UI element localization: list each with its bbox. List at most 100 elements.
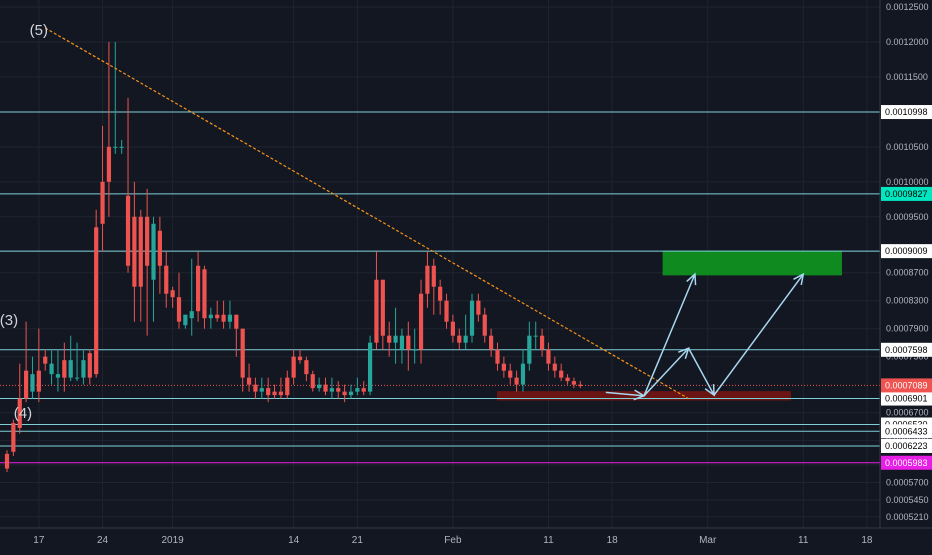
level-price-label: 0.0006433: [885, 426, 928, 436]
x-tick-label: 18: [861, 535, 873, 546]
candle-body: [539, 335, 545, 350]
candle-body: [36, 370, 41, 392]
candle-body: [469, 300, 475, 336]
candle-body: [348, 391, 354, 396]
candle-body: [565, 377, 570, 382]
candle-body: [450, 321, 455, 336]
candle-body: [457, 335, 462, 343]
candle-body: [482, 314, 487, 336]
candle-body: [342, 391, 347, 396]
x-axis-ticks[interactable]: 17 24 2019 14 21 Feb 11 18 Mar 11 18: [33, 535, 873, 546]
candle-body: [336, 388, 341, 392]
candle-body: [412, 349, 417, 351]
x-tick-label: 17: [33, 535, 45, 546]
x-tick-label: Feb: [444, 535, 462, 546]
level-price-label: 0.0007598: [885, 345, 928, 355]
projection-arrowhead: [678, 347, 690, 359]
y-tick-label: 0.0005700: [886, 478, 929, 488]
candle-body: [361, 388, 366, 392]
y-tick-label: 0.0012500: [886, 2, 929, 12]
candle-body: [418, 293, 424, 350]
y-tick-label: 0.0012000: [886, 37, 929, 47]
candle-body: [100, 181, 105, 224]
projection-segment: [605, 391, 645, 397]
candle-body: [68, 360, 73, 378]
candle-body: [55, 374, 61, 378]
x-tick-label: 11: [543, 535, 554, 546]
y-tick-label: 0.0008700: [886, 268, 929, 278]
projection-segment: [687, 347, 715, 396]
projection-arrowhead: [704, 384, 715, 397]
current-price-label: 0.0007089: [885, 380, 928, 390]
level-price-label: 0.0009827: [885, 189, 928, 199]
candle-body: [387, 335, 392, 343]
level-price-label-bg: [881, 391, 932, 406]
x-tick-label: Mar: [699, 535, 717, 546]
x-tick-label: 11: [798, 535, 809, 546]
candle-body: [552, 363, 557, 371]
candle-body: [4, 453, 10, 469]
candle-body: [176, 297, 182, 322]
wave-label: (5): [30, 22, 48, 39]
candle-body: [24, 370, 29, 399]
candle-body: [323, 384, 328, 392]
y-tick-label: 0.0006700: [886, 408, 929, 418]
candle-body: [266, 388, 271, 396]
x-tick-label: 24: [97, 535, 109, 546]
projection-arrowhead: [686, 272, 697, 286]
candle-body: [246, 377, 252, 385]
projection-arrowhead: [793, 272, 805, 286]
candle-body: [297, 356, 303, 361]
wave-labels-layer: (5) (3) (4): [0, 22, 48, 422]
candle-body: [431, 265, 436, 287]
level-price-label: 0.0005983: [885, 458, 928, 468]
candle-body: [183, 314, 188, 326]
candle-body: [17, 398, 22, 428]
level-price-label-bg: [881, 455, 932, 470]
candle-body: [329, 388, 334, 392]
candle-body: [106, 146, 112, 182]
candle-body: [374, 279, 379, 343]
descending-trendline: [44, 27, 689, 400]
candle-body: [208, 314, 213, 319]
candle-body: [444, 300, 449, 322]
candle-body: [132, 216, 137, 287]
projection-segment: [713, 273, 804, 396]
level-price-label: 0.0006223: [885, 441, 928, 451]
y-tick-label: 0.0005450: [886, 495, 929, 505]
candle-body: [49, 363, 54, 375]
candle-body: [227, 314, 233, 322]
candle-body: [501, 363, 506, 371]
candle-body: [508, 370, 513, 378]
candle-body: [527, 335, 532, 364]
y-tick-label: 0.0010000: [886, 177, 929, 187]
trendline-layer: [44, 27, 689, 400]
candle-body: [202, 269, 207, 319]
candle-body: [291, 356, 296, 378]
wave-label: (3): [0, 312, 18, 329]
candle-body: [310, 374, 315, 389]
candle-body: [11, 423, 16, 452]
candle-body: [215, 314, 220, 319]
level-price-label-bg: [881, 105, 932, 120]
y-tick-label: 0.0007900: [886, 324, 929, 334]
wave-label: (4): [14, 405, 32, 422]
candle-body: [476, 300, 481, 315]
projection-segment: [643, 347, 690, 397]
candle-body: [438, 286, 443, 301]
candle-body: [151, 223, 156, 280]
target-zone: [662, 250, 842, 276]
candle-body: [221, 314, 226, 322]
candle-body: [533, 335, 538, 337]
projection-layer: [605, 272, 805, 401]
level-price-label-bg: [881, 438, 932, 453]
level-price-label-bg: [881, 424, 932, 439]
candle-body: [285, 377, 290, 396]
candle-body: [578, 384, 583, 387]
candle-body: [43, 356, 48, 364]
y-tick-label: 0.0008300: [886, 296, 929, 306]
candle-body: [138, 216, 143, 287]
projection-segment: [643, 273, 696, 397]
